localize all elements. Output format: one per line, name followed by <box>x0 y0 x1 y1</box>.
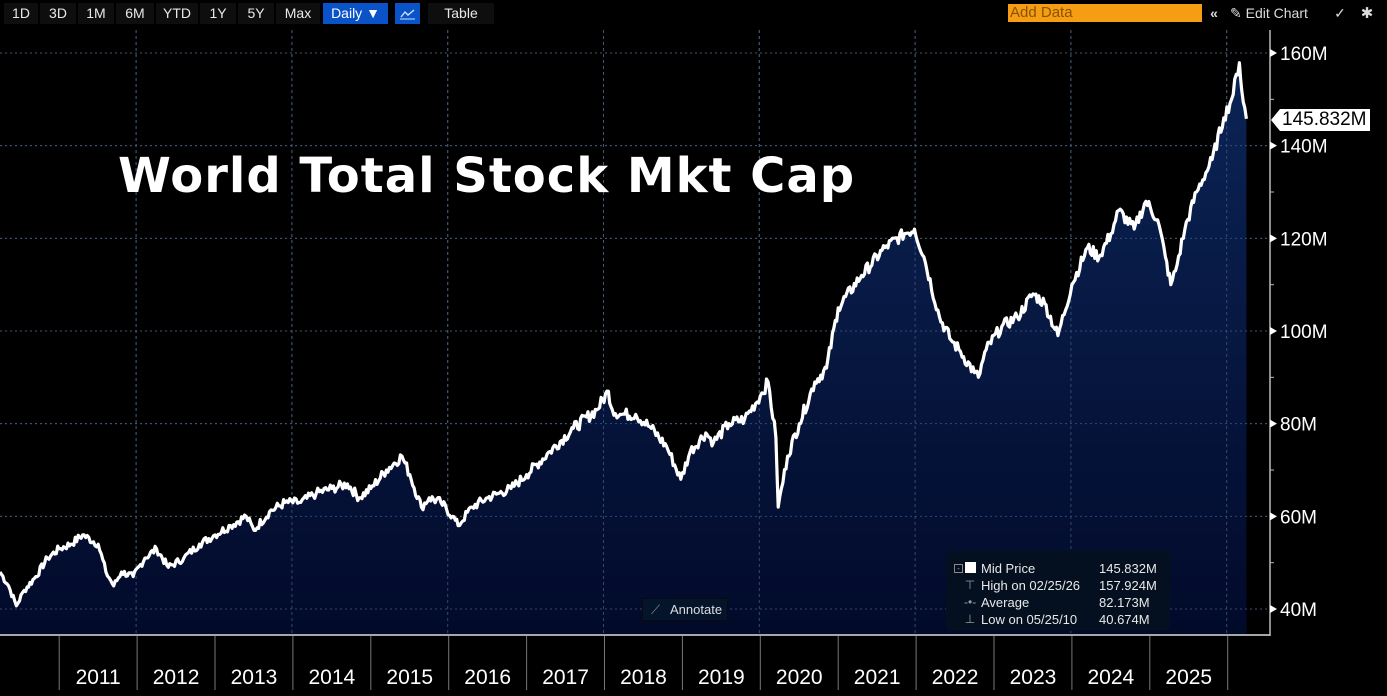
edit-chart-button[interactable]: ✎ Edit Chart <box>1230 3 1324 24</box>
x-tick-label: 2025 <box>1165 666 1212 689</box>
y-tick-marker <box>1270 49 1277 57</box>
y-tick-marker <box>1270 141 1277 150</box>
y-tick-label: 40M <box>1280 600 1317 621</box>
edit-chart-label: Edit Chart <box>1245 5 1308 21</box>
x-tick-label: 2022 <box>932 666 979 689</box>
add-data-input[interactable]: Add Data <box>1008 4 1202 22</box>
legend-row-low[interactable]: ⊥ Low on 05/25/10 40.674M <box>946 611 1170 628</box>
x-tick-label: 2021 <box>854 666 901 689</box>
high-marker-icon: ⊤ <box>964 578 976 592</box>
legend-label: Average <box>981 595 1030 610</box>
range-ytd-button[interactable]: YTD <box>156 3 198 24</box>
table-button[interactable]: Table <box>428 3 494 24</box>
range-1d-button[interactable]: 1D <box>4 3 38 24</box>
x-tick-label: 2013 <box>231 666 278 689</box>
range-6m-button[interactable]: 6M <box>116 3 154 24</box>
x-tick-label: 2024 <box>1087 666 1134 689</box>
x-tick-label: 2012 <box>153 666 200 689</box>
average-marker-icon: -•- <box>964 595 977 609</box>
y-tick-label: 160M <box>1280 44 1328 65</box>
legend-value: 40.674M <box>1099 612 1150 627</box>
x-tick-label: 2020 <box>776 666 823 689</box>
last-price-badge: 145.832M <box>1271 109 1370 131</box>
chart-title: World Total Stock Mkt Cap <box>118 148 856 204</box>
range-5y-button[interactable]: 5Y <box>238 3 274 24</box>
collapse-icon[interactable]: « <box>1210 5 1218 21</box>
legend-label: Mid Price <box>981 561 1036 576</box>
legend-value: 145.832M <box>1099 561 1157 576</box>
x-tick-label: 2016 <box>464 666 511 689</box>
y-tick-marker <box>1270 419 1277 428</box>
annotate-pencil-icon: ⟋ <box>651 602 661 617</box>
price-line <box>0 61 1248 608</box>
series-color-swatch <box>965 562 976 573</box>
range-max-button[interactable]: Max <box>276 3 320 24</box>
low-marker-icon: ⊥ <box>964 612 976 626</box>
x-tick-label: 2018 <box>620 666 667 689</box>
collapse-toggle-icon[interactable]: - <box>954 564 963 573</box>
annotate-label: Annotate <box>670 602 723 617</box>
y-tick-marker <box>1270 327 1277 336</box>
y-axis-ticks: 40M 60M 80M 100M 120M 140M 160M <box>1270 44 1328 621</box>
annotation-toggle-icon[interactable]: ✓ <box>1334 5 1346 21</box>
x-tick-label: 2019 <box>698 666 745 689</box>
legend-row-mid-price[interactable]: - Mid Price 145.832M <box>946 560 1170 577</box>
x-tick-label: 2011 <box>76 666 121 689</box>
x-tick-label: 2017 <box>542 666 589 689</box>
area-fill <box>0 62 1247 635</box>
legend-label: Low on 05/25/10 <box>981 612 1078 627</box>
legend-label: High on 02/25/26 <box>981 578 1081 593</box>
legend: - Mid Price 145.832M ⊤ High on 02/25/26 … <box>946 551 1170 631</box>
x-axis-ticks: 2011 2012 2013 2014 2015 2016 2017 2018 2019 2020… <box>58 636 1229 690</box>
x-tick-label: 2023 <box>1010 666 1057 689</box>
annotate-button[interactable]: ⟋ Annotate <box>642 598 728 621</box>
range-1y-button[interactable]: 1Y <box>200 3 236 24</box>
y-tick-marker <box>1270 512 1277 521</box>
pencil-icon: ✎ <box>1230 5 1242 21</box>
range-3d-button[interactable]: 3D <box>40 3 76 24</box>
line-chart-icon <box>400 9 415 20</box>
chart-type-button[interactable] <box>395 3 420 24</box>
y-tick-label: 140M <box>1280 137 1328 158</box>
toolbar: 1D 3D 1M 6M YTD 1Y 5Y Max Daily ▼ Table … <box>0 0 1387 27</box>
y-tick-marker <box>1270 605 1277 614</box>
frequency-dropdown[interactable]: Daily ▼ <box>323 3 388 24</box>
legend-row-average[interactable]: -•- Average 82.173M <box>946 594 1170 611</box>
legend-row-high[interactable]: ⊤ High on 02/25/26 157.924M <box>946 577 1170 594</box>
y-tick-label: 100M <box>1280 322 1328 343</box>
y-tick-marker <box>1270 234 1277 243</box>
legend-value: 157.924M <box>1099 578 1157 593</box>
x-tick-label: 2014 <box>308 666 355 689</box>
range-1m-button[interactable]: 1M <box>78 3 114 24</box>
y-tick-label: 120M <box>1280 229 1328 250</box>
settings-gear-icon[interactable]: ✱ <box>1360 5 1374 22</box>
legend-value: 82.173M <box>1099 595 1150 610</box>
y-tick-label: 80M <box>1280 415 1317 436</box>
x-tick-label: 2015 <box>386 666 433 689</box>
y-tick-label: 60M <box>1280 507 1317 528</box>
